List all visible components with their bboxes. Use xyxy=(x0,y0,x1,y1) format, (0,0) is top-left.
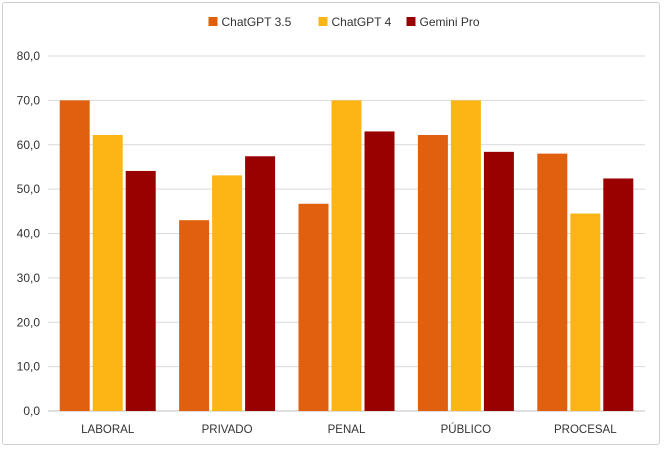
bars xyxy=(59,100,634,412)
x-tick-label: LABORAL xyxy=(81,424,135,436)
bar xyxy=(417,134,448,412)
y-tick-label: 0,0 xyxy=(23,404,40,418)
y-tick-label: 70,0 xyxy=(17,93,41,107)
x-tick-label: PRIVADO xyxy=(202,424,253,436)
legend-label: Gemini Pro xyxy=(420,15,480,29)
bar xyxy=(212,175,243,411)
legend-swatch xyxy=(208,17,218,26)
x-tick-label: PÚBLICO xyxy=(441,423,492,436)
x-tick-label: PENAL xyxy=(328,424,366,436)
bar xyxy=(298,203,329,411)
y-tick-label: 30,0 xyxy=(17,271,41,285)
y-tick-label: 80,0 xyxy=(17,49,41,63)
bar xyxy=(483,151,514,411)
legend-swatch xyxy=(318,17,328,26)
bar xyxy=(570,213,601,411)
bar xyxy=(59,100,90,411)
x-axis: LABORAL PRIVADO PENAL PÚBLICO PROCESAL xyxy=(81,423,617,436)
legend-swatch xyxy=(406,17,416,26)
legend: ChatGPT 3.5 ChatGPT 4 Gemini Pro xyxy=(208,15,480,29)
y-tick-label: 20,0 xyxy=(17,315,41,329)
bar xyxy=(179,220,210,411)
y-tick-label: 60,0 xyxy=(17,138,41,152)
bar xyxy=(537,153,568,411)
y-tick-label: 50,0 xyxy=(17,182,41,196)
legend-label: ChatGPT 4 xyxy=(332,15,392,29)
bar xyxy=(331,100,362,411)
bar xyxy=(450,100,481,411)
bar xyxy=(245,156,276,411)
y-tick-label: 10,0 xyxy=(17,360,41,374)
x-tick-label: PROCESAL xyxy=(554,424,617,436)
bar xyxy=(92,134,123,412)
y-axis: 0,0 10,0 20,0 30,0 40,0 50,0 60,0 70,0 80,0 xyxy=(17,49,41,418)
y-tick-label: 40,0 xyxy=(17,227,41,241)
bar xyxy=(125,170,156,411)
bar xyxy=(364,131,395,411)
legend-label: ChatGPT 3.5 xyxy=(222,15,292,29)
bar xyxy=(603,178,634,411)
